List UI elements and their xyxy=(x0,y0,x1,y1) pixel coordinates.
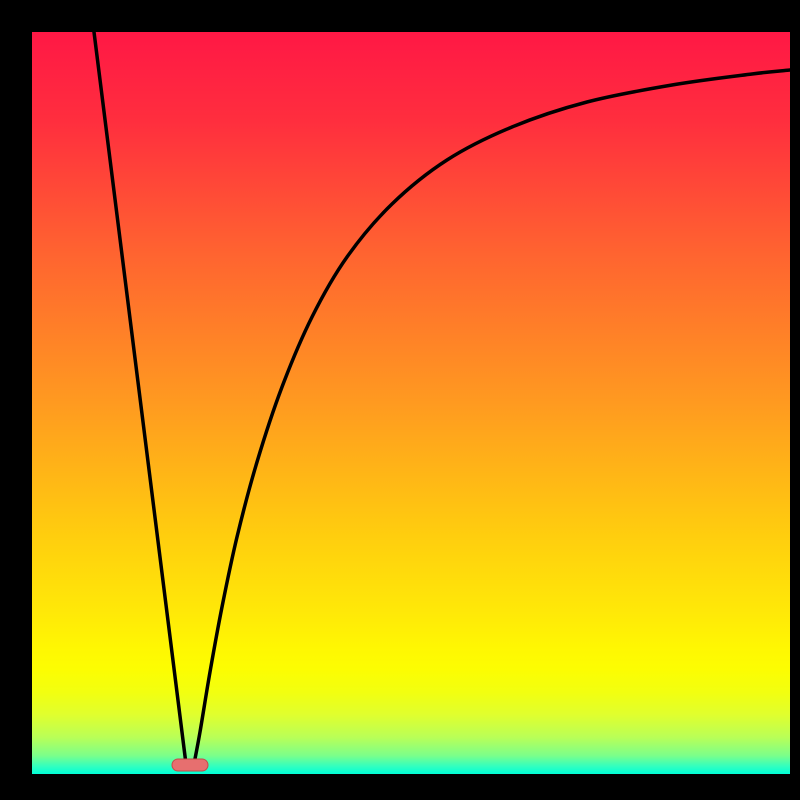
frame-right xyxy=(790,0,800,800)
optimal-marker xyxy=(172,759,208,771)
frame-top xyxy=(0,0,800,32)
frame-bottom xyxy=(0,774,800,800)
gradient-background xyxy=(32,32,790,774)
bottleneck-chart xyxy=(32,32,790,774)
chart-svg xyxy=(32,32,790,774)
frame-left xyxy=(0,0,32,800)
